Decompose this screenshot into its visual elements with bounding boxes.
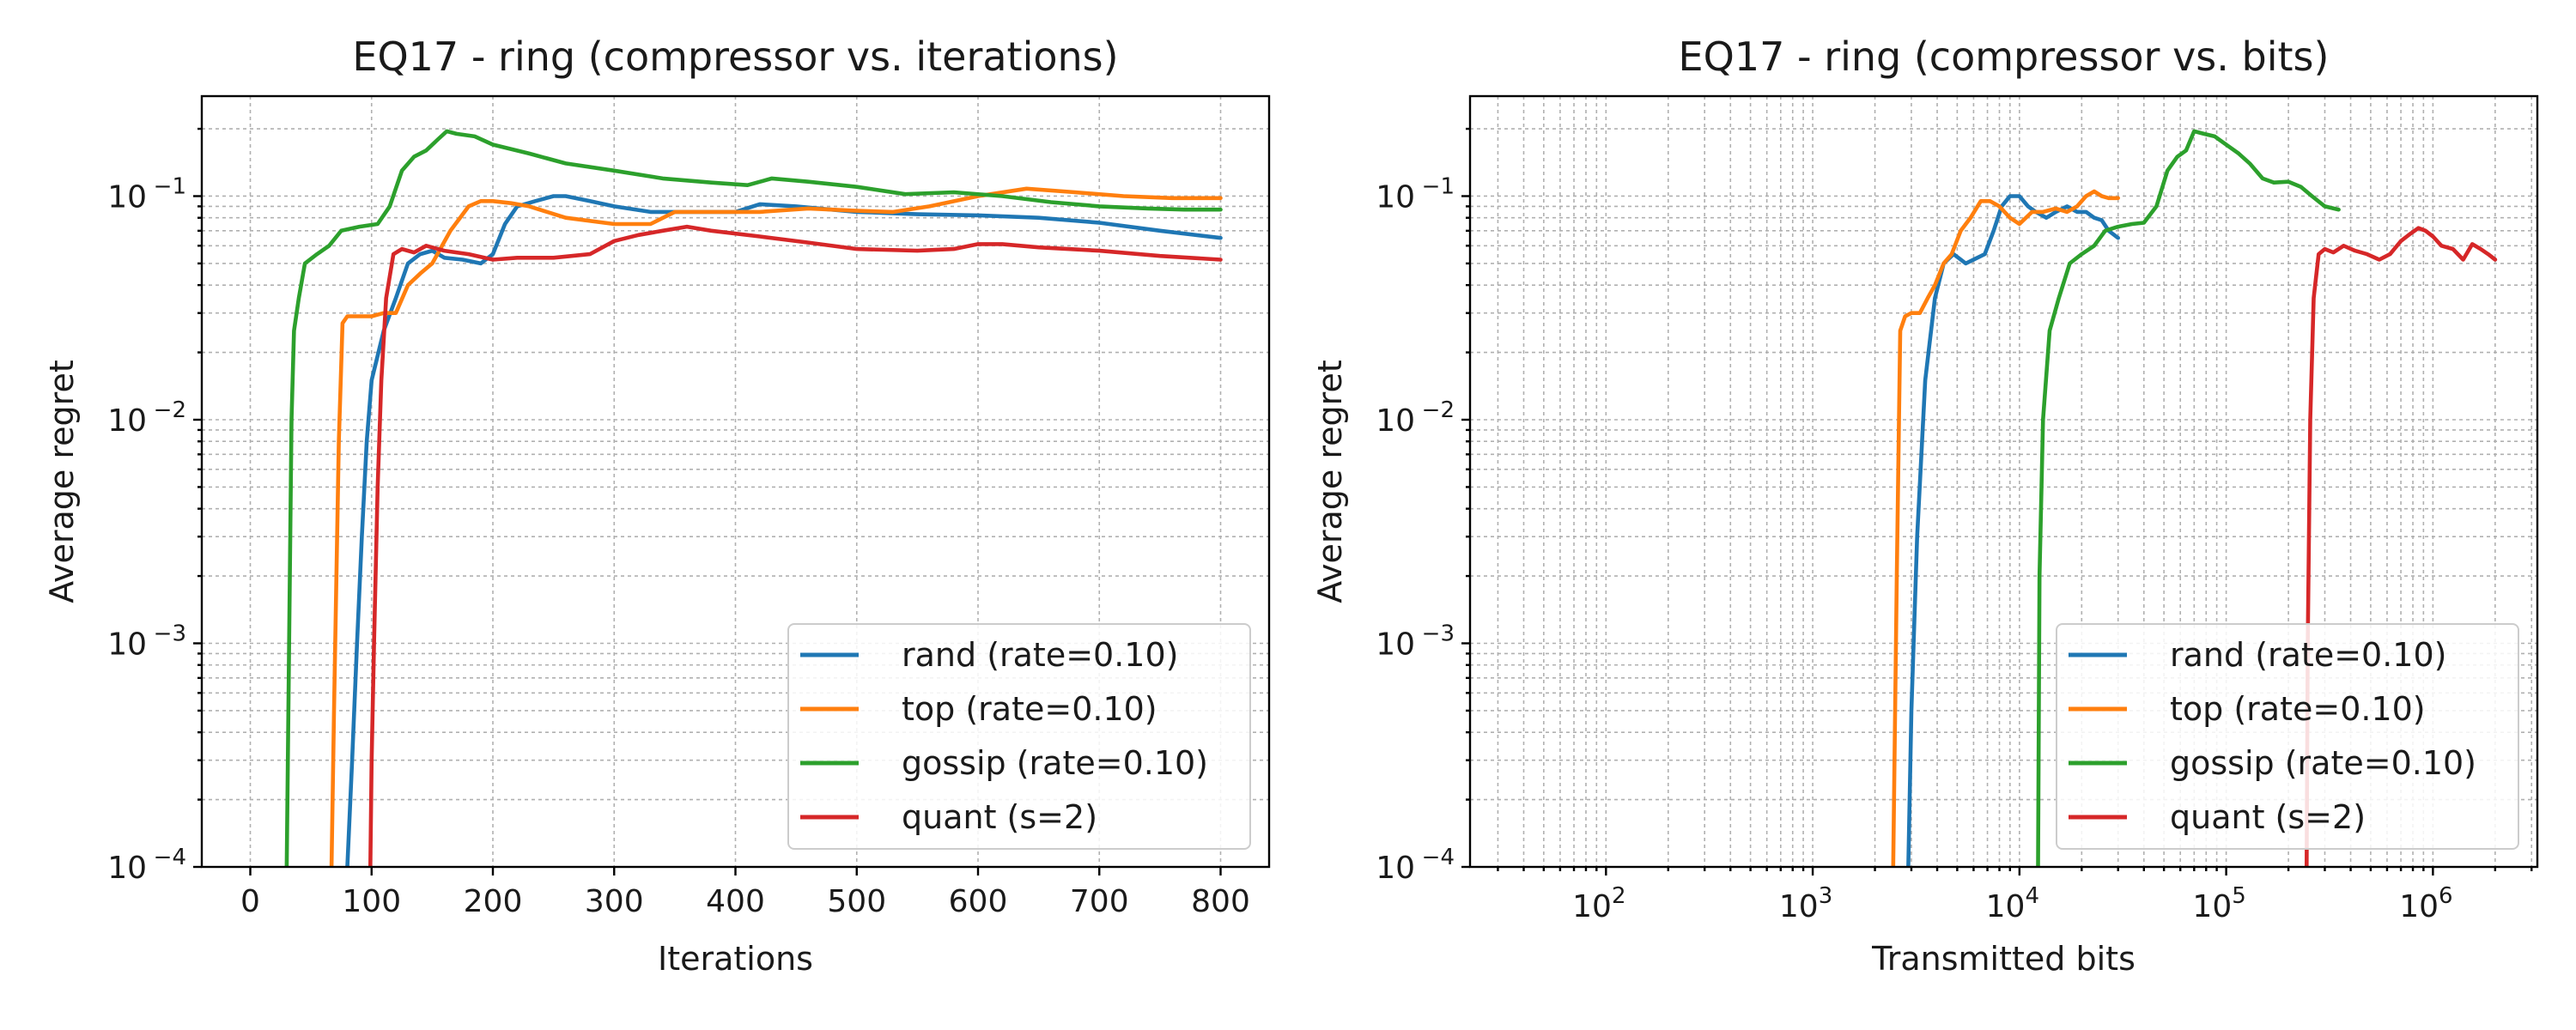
y-tick-label: 10 −1: [107, 173, 186, 215]
legend-label: top (rate=0.10): [2170, 690, 2426, 728]
x-tick-label: 0: [240, 884, 260, 919]
y-tick-base: 10: [107, 403, 147, 439]
x-tick-label: 103: [1779, 883, 1832, 924]
y-tick-exp: −3: [154, 621, 186, 646]
x-tick-label: 700: [1070, 884, 1129, 919]
series-line-2: [2036, 129, 2341, 867]
legend-label: rand (rate=0.10): [902, 636, 1178, 674]
y-tick-label: 10 −3: [107, 621, 186, 662]
x-tick-base: 10: [1986, 889, 2026, 924]
series-group: [1891, 129, 2498, 867]
series-line-3: [368, 224, 1223, 867]
y-tick-label: 10 −2: [1376, 397, 1455, 439]
y-axis: 10 −4 10 −3 10 −2 10 −1: [107, 127, 202, 886]
legend-label: rand (rate=0.10): [2170, 636, 2446, 674]
y-tick-base: 10: [1376, 403, 1415, 439]
y-tick-exp: −1: [154, 173, 186, 199]
y-tick-exp: −2: [1422, 397, 1455, 423]
y-tick-label: 10 −4: [107, 845, 186, 886]
legend-label: quant (s=2): [2170, 798, 2366, 836]
x-tick-exp: 6: [2439, 883, 2453, 909]
x-tick-label: 102: [1572, 883, 1625, 924]
x-axis: 102 103 104 105 106: [1497, 867, 2533, 924]
legend-box: [787, 623, 1251, 850]
legend-label: top (rate=0.10): [902, 690, 1157, 728]
y-tick-exp: −3: [1422, 621, 1455, 646]
series-line-1: [1891, 189, 2120, 867]
x-tick-exp: 3: [1819, 883, 1833, 909]
series-line-3: [2305, 226, 2498, 867]
x-tick-label: 100: [342, 884, 401, 919]
y-tick-label: 10 −1: [1376, 173, 1455, 215]
chart-title: EQ17 - ring (compressor vs. bits): [1679, 33, 2330, 80]
y-tick-exp: −2: [154, 397, 186, 423]
y-tick-base: 10: [1376, 179, 1415, 215]
series-line-0: [1906, 194, 2120, 867]
x-tick-label: 400: [706, 884, 765, 919]
x-tick-exp: 2: [1612, 883, 1626, 909]
x-tick-label: 800: [1191, 884, 1250, 919]
x-axis-label: Transmitted bits: [1871, 940, 2136, 978]
y-tick-label: 10 −3: [1376, 621, 1455, 662]
series-line-2: [284, 129, 1223, 867]
y-tick-exp: −4: [154, 845, 186, 870]
y-tick-base: 10: [1376, 851, 1415, 886]
x-tick-label: 104: [1986, 883, 2039, 924]
y-tick-base: 10: [1376, 627, 1415, 662]
y-tick-base: 10: [107, 851, 147, 886]
legend-label: gossip (rate=0.10): [902, 744, 1208, 782]
x-tick-base: 10: [1779, 889, 1819, 924]
y-tick-exp: −4: [1422, 845, 1455, 870]
y-tick-base: 10: [107, 627, 147, 662]
x-tick-base: 10: [2399, 889, 2439, 924]
y-axis-label: Average regret: [1311, 360, 1349, 603]
x-axis: 0 100 200 300 400 500 600 700 800: [240, 867, 1250, 919]
series-group: [284, 129, 1223, 867]
x-tick-label: 300: [585, 884, 644, 919]
x-tick-label: 600: [949, 884, 1008, 919]
series-line-1: [329, 186, 1223, 867]
legend: rand (rate=0.10) top (rate=0.10) gossip (r…: [2056, 623, 2519, 850]
legend-label: quant (s=2): [902, 798, 1097, 836]
legend-label: gossip (rate=0.10): [2170, 744, 2476, 782]
y-axis-label: Average regret: [43, 360, 81, 603]
x-tick-exp: 5: [2232, 883, 2246, 909]
y-tick-label: 10 −4: [1376, 845, 1455, 886]
legend: rand (rate=0.10) top (rate=0.10) gossip (r…: [787, 623, 1251, 850]
x-tick-label: 106: [2399, 883, 2452, 924]
y-axis: 10 −4 10 −3 10 −2 10 −1: [1376, 127, 1470, 886]
y-tick-label: 10 −2: [107, 397, 186, 439]
x-tick-base: 10: [1572, 889, 1612, 924]
x-tick-exp: 4: [2025, 883, 2039, 909]
legend-box: [2056, 623, 2519, 850]
x-tick-label: 200: [464, 884, 523, 919]
x-tick-label: 500: [827, 884, 886, 919]
chart-title: EQ17 - ring (compressor vs. iterations): [352, 33, 1118, 80]
x-axis-label: Iterations: [658, 940, 813, 978]
x-tick-label: 105: [2192, 883, 2245, 924]
x-tick-base: 10: [2192, 889, 2232, 924]
axes-frame: [1468, 94, 2539, 869]
y-tick-exp: −1: [1422, 173, 1455, 199]
y-tick-base: 10: [107, 179, 147, 215]
